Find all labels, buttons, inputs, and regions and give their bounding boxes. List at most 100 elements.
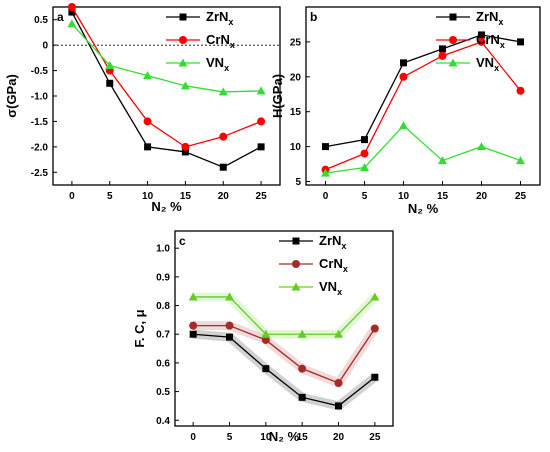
data-point [181, 142, 190, 151]
data-point [360, 163, 369, 172]
legend-entry: VNx [319, 279, 342, 297]
data-point [399, 121, 408, 130]
data-point [439, 45, 446, 53]
y-tick-label: 0.9 [156, 272, 170, 283]
data-point [189, 330, 197, 338]
series-crnx [67, 3, 266, 151]
data-point [181, 148, 189, 156]
series-line [193, 324, 376, 384]
legend-marker [449, 36, 457, 44]
legend-entry: CrNx [319, 256, 348, 274]
data-point [400, 59, 407, 67]
y-tick-label: 20 [290, 72, 302, 83]
y-tick-label: 0 [42, 41, 48, 52]
x-axis-label: N₂ % [269, 429, 300, 444]
x-tick-label: 25 [369, 432, 381, 443]
panel-label: b [310, 10, 317, 24]
y-axis-label: F. C, μ [132, 309, 147, 347]
data-point [256, 86, 266, 95]
legend-entry: ZrNx [476, 9, 503, 27]
y-tick-label: 1.0 [156, 244, 170, 255]
series-line [325, 124, 521, 174]
x-tick-label: 0 [323, 191, 329, 202]
y-tick-label: 0.5 [156, 387, 170, 398]
data-point [219, 163, 227, 171]
y-tick-label: -2.0 [31, 142, 49, 153]
data-point [516, 86, 525, 95]
y-tick-label: -2.5 [31, 168, 49, 179]
series-vnx [321, 121, 525, 177]
legend-marker [449, 13, 457, 21]
x-axis-label: N₂ % [151, 199, 182, 214]
data-point [257, 117, 266, 126]
data-point [478, 31, 485, 39]
series-line [325, 41, 522, 171]
data-point [517, 38, 524, 46]
series-line [193, 296, 376, 335]
x-tick-label: 10 [398, 191, 410, 202]
x-axis-label: N₂ % [408, 201, 439, 216]
data-point [257, 143, 265, 151]
legend-marker [292, 260, 300, 268]
x-tick-label: 25 [256, 191, 268, 202]
x-tick-label: 15 [297, 432, 309, 443]
data-point [225, 321, 234, 330]
y-tick-label: 0.8 [156, 301, 170, 312]
data-point [335, 402, 342, 410]
panel-b: 0 5 10 15 20 25 5 10 15 20 25 b N₂ % H(GPa) ZrNx CrNx VN… [270, 6, 541, 216]
x-tick-label: 10 [260, 432, 272, 443]
legend-entry: VNx [476, 55, 499, 73]
data-point [68, 8, 76, 16]
data-point [219, 132, 228, 141]
data-point [321, 168, 330, 177]
y-tick-label: 15 [290, 107, 302, 118]
data-point [225, 292, 234, 301]
y-axis-label: σ(GPa) [4, 74, 19, 118]
legend-marker [179, 13, 187, 21]
data-point [226, 333, 233, 341]
panel-label: a [57, 10, 64, 24]
data-point [477, 37, 486, 46]
data-point [143, 71, 153, 80]
panel-c: 0 5 10 15 20 25 0.4 0.5 0.6 0.7 0.8 0.9 1.0 c N₂ % F. C… [132, 230, 394, 444]
data-point [298, 393, 306, 401]
data-point [261, 329, 271, 338]
data-point [322, 143, 329, 151]
data-point [67, 3, 76, 11]
data-point [371, 373, 379, 381]
data-point [399, 72, 408, 81]
plot-frame [305, 6, 541, 186]
x-tick-label: 20 [333, 432, 345, 443]
x-tick-label: 0 [69, 191, 75, 202]
series-vnx [188, 292, 380, 339]
series-zrnx [189, 329, 379, 411]
x-tick-label: 25 [515, 191, 527, 202]
legend-entry: ZrNx [319, 233, 346, 251]
legend-marker [292, 237, 300, 245]
data-point [143, 117, 152, 126]
series-crnx [189, 321, 379, 388]
series-line [325, 34, 521, 148]
y-tick-label: 10 [290, 142, 302, 153]
data-point [262, 365, 270, 373]
legend-entry: VNx [206, 55, 229, 73]
series-vnx [67, 19, 266, 96]
plot-frame [174, 230, 394, 427]
y-axis-label: H(GPa) [270, 74, 285, 118]
x-tick-label: 5 [107, 191, 113, 202]
series-crnx [321, 37, 525, 174]
legend-marker [178, 58, 188, 67]
x-tick-label: 0 [190, 432, 196, 443]
data-point [189, 321, 198, 330]
x-tick-label: 5 [362, 191, 368, 202]
legend-entry: ZrNx [206, 9, 233, 27]
series-zrnx [68, 8, 265, 171]
x-tick-label: 20 [218, 191, 230, 202]
series-line [71, 6, 262, 148]
x-tick-label: 15 [437, 191, 449, 202]
y-tick-label: 0.6 [156, 358, 170, 369]
y-tick-label: 0.7 [156, 330, 170, 341]
data-point [477, 142, 486, 151]
series-line [193, 333, 376, 407]
